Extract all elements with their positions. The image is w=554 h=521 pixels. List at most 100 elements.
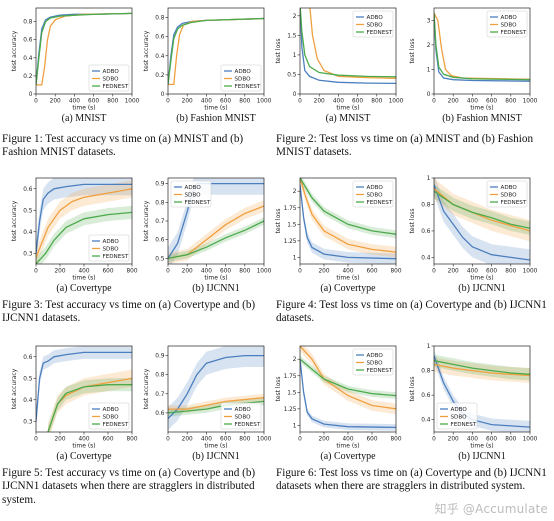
x-tick-label: 0	[298, 437, 302, 443]
y-tick-label: 0	[161, 92, 165, 98]
chart-subtitle: (b) IJCNN1	[192, 283, 240, 294]
x-tick-label: 600	[102, 269, 113, 275]
chart-subtitle: (b) IJCNN1	[192, 451, 240, 462]
x-tick-label: 800	[126, 437, 137, 443]
band-adbo	[434, 178, 530, 264]
chart-subtitle: (a) Covertype	[56, 283, 112, 294]
band-sdbo	[36, 180, 132, 264]
chart-9: 0 200 400 600 800 0.3 0.4 0.5 0.6 time (s) test ac…	[11, 345, 138, 462]
x-tick-label: 1000	[523, 269, 538, 275]
legend-label-adbo: ADBO	[367, 15, 384, 21]
y-tick-label: 2	[427, 43, 431, 49]
y-tick-label: 1	[293, 423, 297, 429]
x-tick-label: 1000	[523, 437, 538, 443]
y-tick-label: 0.7	[155, 392, 165, 398]
chart-subtitle: (b) Fashion MNIST	[176, 113, 255, 124]
y-tick-label: 2	[293, 14, 297, 20]
legend-label-adbo: ADBO	[501, 185, 518, 191]
x-tick-label: 1000	[523, 99, 538, 105]
line-adbo	[300, 359, 396, 429]
y-tick-label: 0.2	[155, 73, 165, 79]
chart-8: 0 200 400 600 800 1000 0.4 0.6 0.8 1 time (s) test …	[409, 176, 538, 294]
plot-frame	[433, 7, 531, 95]
chart-7: 0 200 400 600 800 1 1.25 1.5 1.75 2 time (s) test l…	[275, 177, 402, 294]
x-tick-label: 1000	[257, 99, 272, 105]
legend-label-adbo: ADBO	[103, 239, 120, 245]
line-adbo	[36, 351, 132, 422]
legend-label-adbo: ADBO	[501, 15, 518, 21]
chart-1: 0 200 400 600 800 1000 0 0.2 0.4 0.6 0.8 time (s) te…	[11, 7, 140, 124]
plot-series	[300, 178, 396, 264]
figure-6-caption: Figure 6: Test loss vs time on (a) Cover…	[276, 467, 547, 493]
y-tick-label: 0.5	[287, 72, 297, 78]
x-axis-label: time (s)	[470, 105, 493, 112]
band-sdbo	[434, 178, 530, 242]
y-tick-label: 3	[427, 18, 431, 24]
x-tick-label: 400	[467, 99, 478, 105]
y-tick-label: 1.25	[284, 239, 297, 245]
x-tick-label: 600	[220, 437, 231, 443]
y-tick-label: 0.4	[155, 54, 165, 60]
line-sdbo	[434, 363, 530, 377]
line-fednest	[434, 190, 530, 229]
plot-frame	[167, 7, 265, 95]
figure-2-caption: Figure 2: Test loss vs time on (a) MNIST…	[276, 133, 534, 159]
x-tick-label: 800	[505, 269, 516, 275]
x-tick-label: 800	[239, 269, 250, 275]
line-fednest	[168, 17, 264, 85]
figure-4-caption: Figure 4: Test loss vs time on (a) Cover…	[276, 299, 547, 325]
x-tick-label: 800	[126, 269, 137, 275]
x-tick-label: 200	[182, 269, 193, 275]
line-adbo	[434, 184, 530, 261]
y-axis-label: test accuracy	[143, 200, 150, 241]
legend-label-adbo: ADBO	[235, 407, 252, 413]
chart-3: 0 200 400 600 800 1000 0 0.5 1 1.5 2 time (s) test l…	[275, 7, 404, 124]
legend-label-fednest: FEDNEST	[501, 30, 527, 36]
x-tick-label: 600	[486, 269, 497, 275]
x-tick-label: 800	[505, 99, 516, 105]
x-tick-label: 1000	[257, 437, 272, 443]
plot-frame	[167, 345, 265, 433]
legend-label-sdbo: SDBO	[501, 193, 518, 199]
y-tick-label: 2	[293, 357, 297, 363]
y-tick-label: 0.8	[155, 373, 165, 379]
y-tick-label: 1.5	[287, 390, 297, 396]
legend-label-sdbo: SDBO	[235, 77, 252, 83]
x-tick-label: 600	[102, 437, 113, 443]
y-tick-label: 1.5	[287, 33, 297, 39]
chart-subtitle: (a) Covertype	[56, 451, 112, 462]
legend-label-adbo: ADBO	[185, 185, 202, 191]
line-fednest	[47, 384, 132, 432]
x-tick-label: 400	[467, 269, 478, 275]
x-tick-label: 200	[50, 99, 61, 105]
x-tick-label: 600	[220, 99, 231, 105]
plot-series	[300, 8, 396, 85]
x-tick-label: 0	[432, 437, 436, 443]
x-axis-label: time (s)	[336, 443, 359, 450]
legend-label-fednest: FEDNEST	[235, 84, 261, 90]
x-tick-label: 600	[352, 99, 363, 105]
x-tick-label: 400	[342, 269, 353, 275]
plot-series	[36, 12, 132, 86]
y-axis-label: test loss	[409, 376, 416, 401]
y-tick-label: 0	[427, 92, 431, 98]
legend-label-adbo: ADBO	[103, 407, 120, 413]
x-tick-label: 400	[78, 437, 89, 443]
x-axis-label: time (s)	[336, 105, 359, 112]
y-tick-label: 1.5	[287, 222, 297, 228]
y-tick-label: 0.5	[23, 208, 33, 214]
y-tick-label: 0.7	[155, 219, 165, 225]
chart-4: 0 200 400 600 800 1000 0 1 2 3 time (s) test loss (b…	[409, 7, 538, 124]
x-tick-label: 400	[78, 269, 89, 275]
y-tick-label: 0.4	[23, 56, 33, 62]
y-tick-label: 1.75	[284, 206, 297, 212]
x-tick-label: 0	[166, 437, 170, 443]
chart-subtitle: (a) Covertype	[320, 283, 376, 294]
x-tick-label: 800	[390, 269, 401, 275]
